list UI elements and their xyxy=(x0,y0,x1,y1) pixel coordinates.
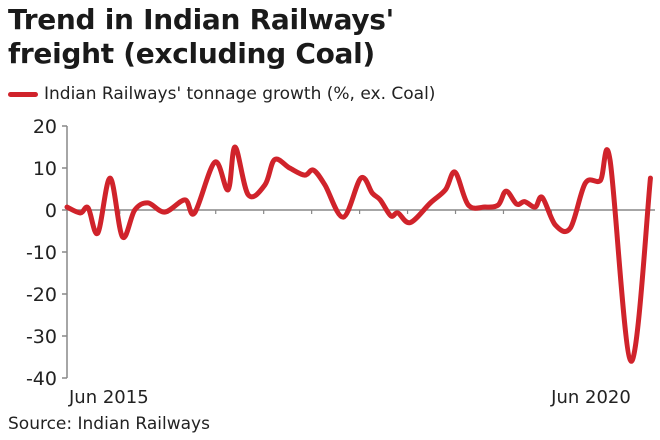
chart-title-line-1: Trend in Indian Railways' xyxy=(8,3,394,36)
x-tick-label: Jun 2020 xyxy=(550,387,631,408)
legend-swatch xyxy=(8,91,38,97)
legend-label: Indian Railways' tonnage growth (%, ex. … xyxy=(44,84,436,104)
y-tick-label: -20 xyxy=(26,284,57,306)
legend: Indian Railways' tonnage growth (%, ex. … xyxy=(8,84,435,104)
y-tick-label: 20 xyxy=(33,116,57,138)
source-note: Source: Indian Railways xyxy=(8,414,210,434)
chart-title-line-2: freight (excluding Coal) xyxy=(8,37,375,70)
y-tick-label: -10 xyxy=(26,242,57,264)
x-tick-label: Jun 2015 xyxy=(68,387,149,408)
y-tick-label: -40 xyxy=(26,368,57,390)
y-tick-label: 10 xyxy=(33,158,57,180)
y-tick-label: -30 xyxy=(26,326,57,348)
series-line-tonnage-growth xyxy=(64,144,653,364)
y-tick-label: 0 xyxy=(45,200,57,222)
